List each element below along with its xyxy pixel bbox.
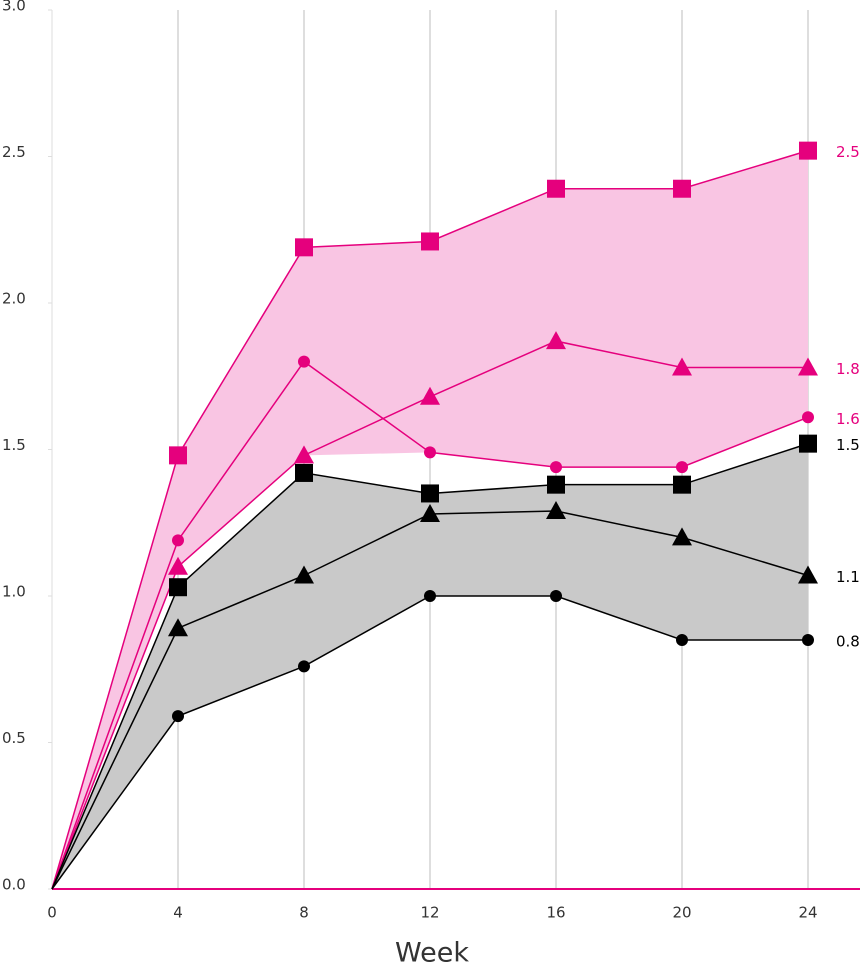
triangle-marker — [420, 503, 440, 522]
square-marker — [421, 232, 439, 251]
square-marker — [421, 484, 439, 503]
circle-marker — [802, 411, 814, 424]
triangle-marker — [546, 331, 566, 350]
square-marker — [673, 179, 691, 198]
end-label: 1.8 — [836, 360, 860, 378]
end-label: 2.5 — [836, 143, 860, 161]
end-label: 1.6 — [836, 410, 860, 428]
square-marker — [295, 463, 313, 482]
square-marker — [799, 141, 817, 160]
triangle-marker — [420, 386, 440, 405]
circle-marker — [676, 461, 688, 474]
square-marker — [547, 475, 565, 494]
y-tick-label: 0.5 — [2, 729, 26, 747]
square-marker — [169, 446, 187, 465]
y-tick-label: 1.5 — [2, 436, 26, 454]
x-tick-label: 20 — [672, 904, 691, 922]
circle-marker — [172, 534, 184, 547]
y-tick-label: 3.0 — [2, 0, 26, 15]
x-axis-label: Week — [395, 938, 469, 969]
circle-marker — [298, 660, 310, 673]
triangle-marker — [546, 501, 566, 520]
range-band — [52, 443, 808, 889]
circle-marker — [424, 590, 436, 602]
circle-marker — [676, 633, 688, 646]
square-marker — [295, 238, 313, 257]
x-tick-label: 24 — [798, 904, 817, 922]
triangle-marker — [294, 565, 314, 584]
x-tick-label: 4 — [173, 904, 183, 922]
circle-marker — [550, 461, 562, 474]
triangle-marker — [798, 565, 818, 584]
triangle-marker — [672, 357, 692, 376]
circle-marker — [802, 633, 814, 646]
y-tick-label: 0.0 — [2, 876, 26, 894]
square-marker — [169, 578, 187, 597]
x-tick-label: 8 — [299, 904, 309, 922]
circle-marker — [424, 446, 436, 459]
triangle-marker — [798, 357, 818, 376]
end-label: 0.8 — [836, 632, 860, 650]
triangle-marker — [672, 527, 692, 546]
triangle-marker — [168, 618, 188, 637]
square-marker — [673, 475, 691, 494]
y-tick-label: 2.5 — [2, 143, 26, 161]
circle-marker — [550, 590, 562, 602]
y-tick-label: 2.0 — [2, 290, 26, 308]
x-tick-label: 0 — [47, 904, 57, 922]
square-marker — [799, 434, 817, 453]
circle-marker — [298, 355, 310, 368]
x-tick-label: 12 — [420, 904, 439, 922]
triangle-marker — [294, 445, 314, 464]
y-tick-label: 1.0 — [2, 583, 26, 601]
triangle-marker — [168, 556, 188, 575]
square-marker — [547, 179, 565, 198]
x-tick-label: 16 — [546, 904, 565, 922]
end-label: 1.5 — [836, 436, 860, 454]
end-label: 1.1 — [836, 568, 860, 586]
range-band — [52, 150, 808, 889]
circle-marker — [172, 710, 184, 723]
